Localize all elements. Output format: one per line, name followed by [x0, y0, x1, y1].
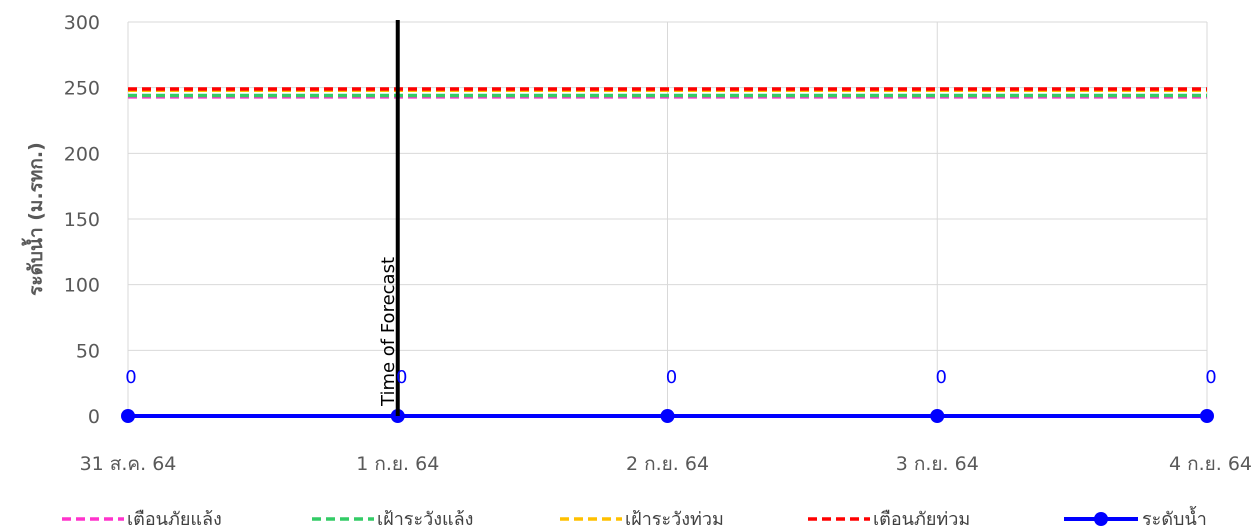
series-group: [121, 87, 1214, 423]
forecast-label: Time of Forecast: [378, 257, 399, 407]
data-label: 0: [396, 367, 407, 388]
legend-label: เฝ้าระวังแล้ง: [377, 509, 473, 530]
y-tick-label: 0: [88, 406, 100, 428]
data-label: 0: [125, 367, 136, 388]
x-axis-ticks: 31 ส.ค. 64 1 ก.ย. 64 2 ก.ย. 64 3 ก.ย. 64 4 ก…: [80, 453, 1252, 475]
y-tick-label: 300: [64, 12, 100, 34]
y-tick-label: 100: [64, 275, 100, 297]
forecast-annotation: Time of Forecast: [378, 20, 400, 416]
y-tick-label: 150: [64, 209, 100, 231]
data-point: [121, 409, 135, 423]
y-tick-label: 50: [76, 340, 100, 362]
data-label: 0: [666, 367, 677, 388]
data-label: 0: [1205, 367, 1216, 388]
legend-item: ระดับน้ำ: [1064, 506, 1207, 530]
legend-item: เตือนภัยแล้ง: [62, 509, 222, 530]
legend-label: เตือนภัยแล้ง: [127, 509, 222, 530]
gridlines: [127, 21, 1208, 417]
x-tick-label: 3 ก.ย. 64: [896, 453, 979, 475]
legend-label: เฝ้าระวังท่วม: [625, 509, 724, 530]
x-tick-label: 4 ก.ย. 64: [1169, 453, 1252, 475]
y-tick-label: 200: [64, 143, 100, 165]
y-axis-ticks: 0 50 100 150 200 250 300: [64, 12, 100, 428]
x-tick-label: 1 ก.ย. 64: [356, 453, 439, 475]
legend-marker: [1094, 512, 1108, 526]
y-tick-label: 250: [64, 78, 100, 100]
x-tick-label: 31 ส.ค. 64: [80, 453, 177, 475]
legend-item: เฝ้าระวังท่วม: [560, 509, 724, 530]
data-point: [660, 409, 675, 423]
legend-item: เตือนภัยท่วม: [808, 509, 970, 530]
y-axis-label: ระดับน้ำ (ม.รทก.): [21, 142, 47, 296]
data-label: 0: [936, 367, 947, 388]
data-point: [930, 409, 945, 423]
legend-label: ระดับน้ำ: [1142, 506, 1207, 530]
legend-label: เตือนภัยท่วม: [873, 509, 970, 530]
legend: เตือนภัยแล้ง เฝ้าระวังแล้ง เฝ้าระวังท่วม เต…: [62, 506, 1207, 530]
x-tick-label: 2 ก.ย. 64: [626, 453, 709, 475]
data-labels: 0 0 0 0 0: [125, 367, 1216, 388]
data-point: [1200, 409, 1214, 423]
legend-item: เฝ้าระวังแล้ง: [312, 509, 473, 530]
